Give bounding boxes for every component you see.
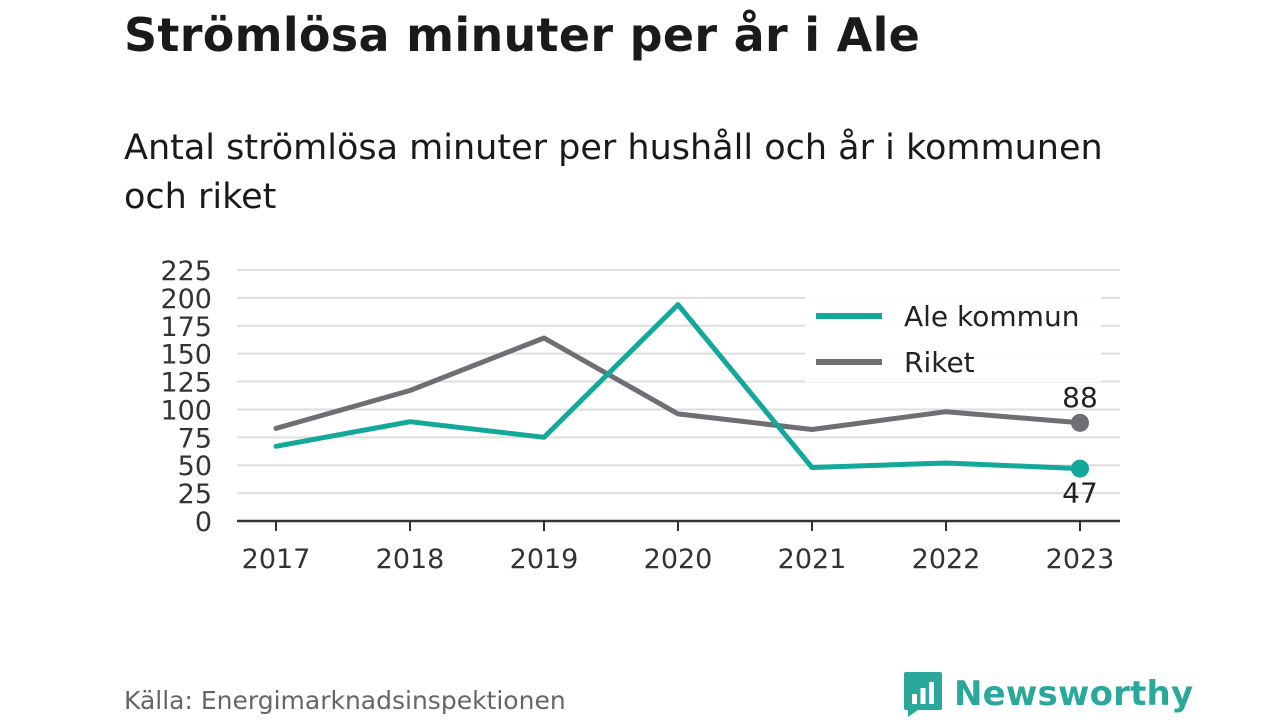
newsworthy-logo-icon [904, 672, 942, 717]
x-tick-label: 2020 [644, 544, 713, 575]
legend-background [805, 294, 1101, 382]
end-point [1071, 413, 1089, 432]
y-tick-label: 225 [160, 256, 212, 287]
y-tick-label: 125 [160, 368, 212, 399]
x-tick-label: 2022 [912, 544, 981, 575]
end-value-label: 88 [1062, 381, 1098, 414]
brand-name: Newsworthy [954, 674, 1194, 714]
y-tick-label: 75 [178, 423, 212, 454]
y-tick-label: 175 [160, 312, 212, 343]
legend: Ale kommun Riket [805, 294, 1101, 382]
series-line [273, 302, 1083, 472]
x-tick-label: 2017 [242, 544, 311, 575]
brand-logo: Newsworthy [902, 670, 1193, 718]
x-tick-label: 2023 [1046, 544, 1115, 575]
legend-label: Ale kommun [904, 300, 1079, 333]
end-labels: 88 47 [1062, 381, 1098, 510]
y-tick-label: 150 [160, 340, 212, 371]
chart-title: Strömlösa minuter per år i Ale [124, 8, 921, 62]
series-line [273, 335, 1083, 432]
x-axis: 2017 2018 2019 2020 2021 2022 2023 [237, 519, 1120, 575]
series-lines [273, 302, 1089, 478]
y-tick-label: 200 [160, 284, 212, 315]
legend-label: Riket [904, 346, 975, 379]
source-note: Källa: Energimarknadsinspektionen [124, 686, 566, 715]
y-tick-label: 0 [195, 507, 212, 538]
x-tick-label: 2021 [778, 544, 847, 575]
x-tick-label: 2018 [376, 544, 445, 575]
chart-subtitle: Antal strömlösa minuter per hushåll och … [124, 128, 1103, 217]
end-value-label: 47 [1062, 477, 1098, 510]
y-tick-label: 100 [160, 395, 212, 426]
y-tick-label: 50 [178, 451, 212, 482]
y-tick-label: 25 [178, 479, 212, 510]
end-point [1071, 459, 1089, 478]
x-tick-label: 2019 [510, 544, 579, 575]
